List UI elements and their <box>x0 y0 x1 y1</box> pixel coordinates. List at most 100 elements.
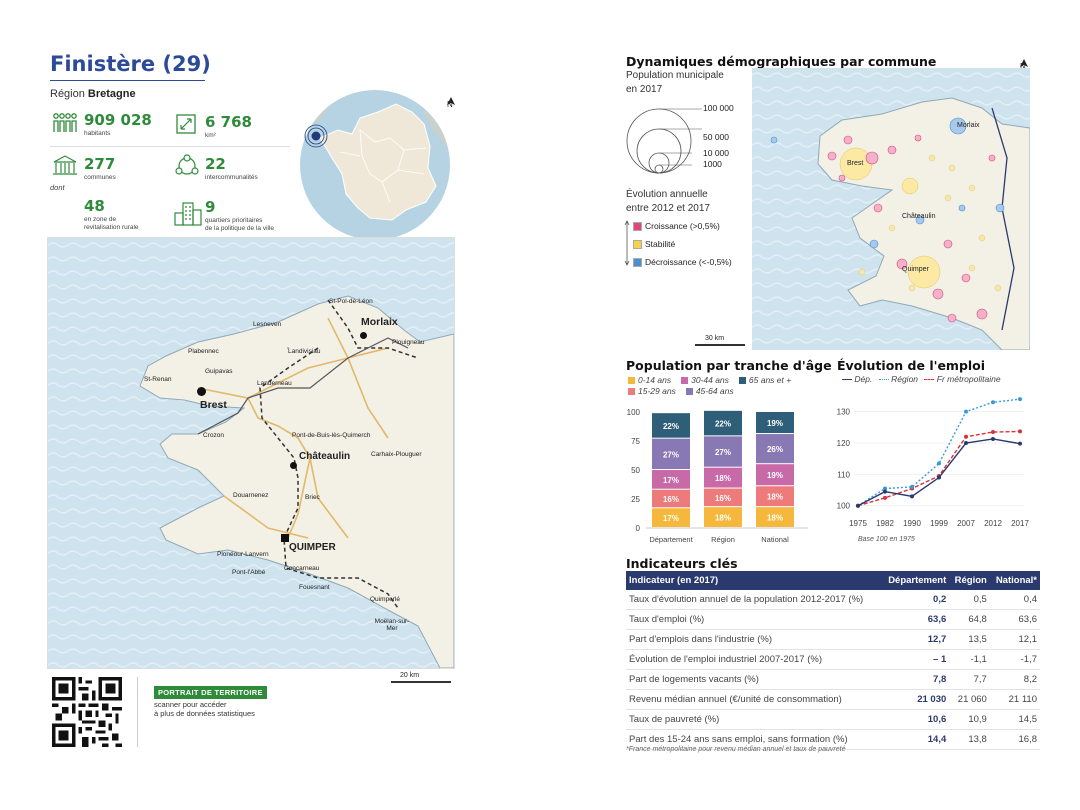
data-point <box>991 400 995 405</box>
age-legend-label: 15-29 ans <box>638 386 676 396</box>
y-tick-label: 100 <box>837 502 851 511</box>
y-tick-label: 130 <box>837 408 851 417</box>
data-point <box>1018 397 1022 402</box>
interco-label: intercommunalités <box>205 174 258 181</box>
departement-value: 0,2 <box>881 590 950 610</box>
data-point <box>991 436 995 441</box>
region-value: 10,9 <box>949 709 990 730</box>
pop-legend-title: Population municipale <box>626 70 724 81</box>
demographic-bubble-map <box>752 68 1030 350</box>
city-marker <box>290 462 297 469</box>
age-legend-label: 45-64 ans <box>695 386 734 396</box>
neighborhood-icon <box>174 201 202 232</box>
zrr-label-1: en zone de <box>84 216 117 223</box>
north-arrow-icon <box>1020 54 1028 72</box>
indicators-table: Indicateur (en 2017) Département Région … <box>626 571 1040 750</box>
bubble-map-label: Morlaix <box>957 122 980 129</box>
data-point <box>856 503 860 508</box>
qpv-label-1: quartiers prioritaires <box>205 217 263 224</box>
bar-data-label: 26% <box>767 445 783 454</box>
evol-legend-title: Évolution annuelle <box>626 189 708 200</box>
region-value: -1,1 <box>949 649 990 670</box>
departement-value: 21 030 <box>881 689 950 710</box>
data-point <box>910 484 914 489</box>
legend-line-france <box>924 379 935 381</box>
departement-value: – 1 <box>881 649 950 670</box>
bar-data-label: 17% <box>663 476 679 485</box>
emploi-legend-label: Région <box>891 374 919 384</box>
indicator-row: Part d'emplois dans l'industrie (%) 12,7 1… <box>626 629 1040 650</box>
evol-item-label: Croissance (>0,5%) <box>645 221 720 231</box>
age-legend-item: 0-14 ans <box>628 375 671 386</box>
x-tick-label: 1999 <box>930 519 948 528</box>
national-value: 0,4 <box>989 590 1040 610</box>
indicator-label: Revenu médian annuel (€/unité de consomm… <box>626 689 882 710</box>
prefecture-marker <box>281 534 289 542</box>
emploi-chart-title: Évolution de l'emploi <box>837 358 986 373</box>
qr-code[interactable] <box>52 677 122 747</box>
place-label: Lesneven <box>253 321 282 328</box>
indicators-title: Indicateurs clés <box>626 556 738 571</box>
bar-segment <box>704 488 742 507</box>
zrr-label-2: revitalisation rurale <box>84 224 139 231</box>
place-label: Pont-de-Buis-lès-Quimerch <box>292 432 371 439</box>
pop-legend-year: en 2017 <box>626 84 663 95</box>
indicator-row: Taux d'évolution annuel de la population… <box>626 590 1040 610</box>
age-legend-item: 30-44 ans <box>681 375 729 386</box>
evol-item-decline: Décroissance (<-0,5%) <box>633 257 732 268</box>
town-hall-icon <box>52 154 78 181</box>
y-tick-label: 110 <box>837 470 850 479</box>
evol-legend-period: entre 2012 et 2017 <box>626 203 710 214</box>
header-departement: Département <box>881 571 950 590</box>
demo-title: Dynamiques démographiques par commune <box>626 54 937 69</box>
national-value: 16,8 <box>989 729 1040 750</box>
bar-data-label: 17% <box>663 514 679 523</box>
swatch <box>685 388 693 396</box>
y-tick-label: 0 <box>636 524 641 533</box>
area-value: 6 768 <box>205 113 252 131</box>
swatch <box>628 388 635 396</box>
place-label: Fouesnant <box>299 584 330 591</box>
swatch <box>628 377 635 385</box>
bar-segment <box>704 410 742 436</box>
region-value: 64,8 <box>949 609 990 630</box>
x-category-label: Département <box>649 535 693 544</box>
evol-item-stability: Stabilité <box>633 239 676 250</box>
communes-value: 277 <box>84 155 116 173</box>
departement-value: 63,6 <box>881 609 950 630</box>
place-label: Châteaulin <box>299 451 351 462</box>
y-tick-label: 100 <box>627 408 641 417</box>
bubble-map-label: Châteaulin <box>902 213 936 220</box>
x-category-label: Région <box>711 535 735 544</box>
region-value: 13,5 <box>949 629 990 650</box>
bar-segment <box>652 508 690 527</box>
header-region: Région <box>949 571 990 590</box>
bar-data-label: 18% <box>715 514 731 523</box>
place-label: Quimperlé <box>370 596 400 603</box>
place-label: Briec <box>305 494 320 501</box>
place-label: Morlaix <box>361 316 398 328</box>
population-icon <box>52 112 78 139</box>
place-label: Guipavas <box>205 368 233 375</box>
bar-segment <box>756 507 794 527</box>
x-tick-label: 1975 <box>849 519 867 528</box>
series-line <box>857 438 1021 507</box>
bar-segment <box>704 436 742 467</box>
header-national: National* <box>989 571 1040 590</box>
bar-segment <box>756 434 794 464</box>
evol-item-label: Stabilité <box>645 239 676 249</box>
bar-data-label: 16% <box>663 495 679 504</box>
bar-data-label: 27% <box>715 448 731 457</box>
national-value: -1,7 <box>989 649 1040 670</box>
place-label: QUIMPER <box>289 542 336 553</box>
y-tick-label: 75 <box>631 437 640 446</box>
evol-item-label: Décroissance (<-0,5%) <box>645 257 732 267</box>
place-label: Concarneau <box>284 565 320 572</box>
size-label: 10 000 <box>703 148 729 158</box>
bar-segment <box>704 507 742 527</box>
bar-segment <box>756 412 794 434</box>
place-label: St-Pol-de-Léon <box>329 298 373 305</box>
qr-text-line-2: à plus de données statistiques <box>154 709 255 718</box>
age-legend-label: 30-44 ans <box>691 375 729 385</box>
bar-data-label: 22% <box>663 422 679 431</box>
